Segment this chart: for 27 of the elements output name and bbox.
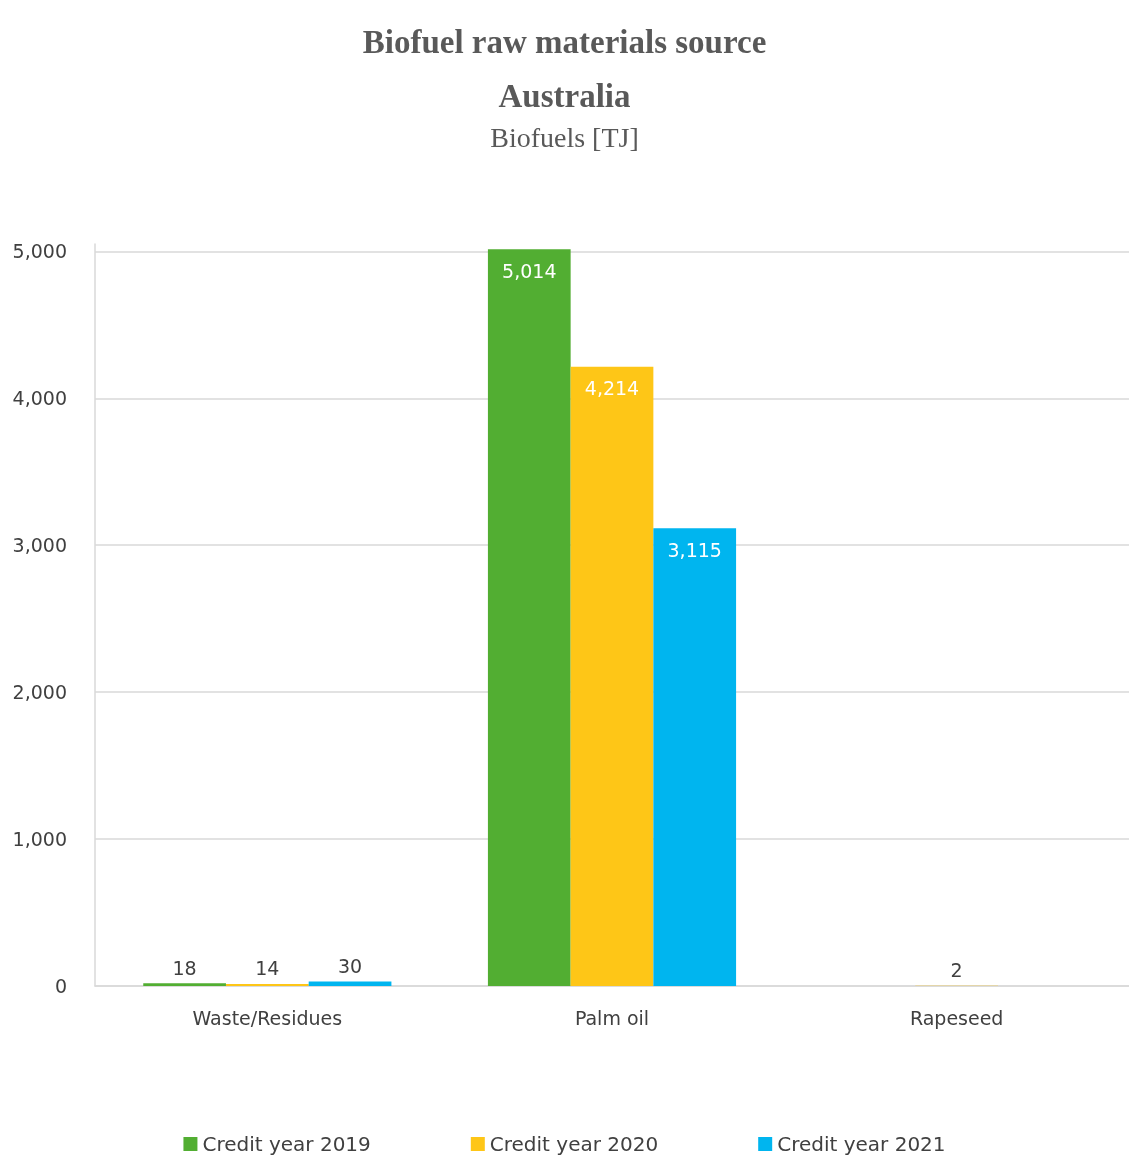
bar [653,528,737,986]
legend-label: Credit year 2020 [489,1132,659,1156]
legend-label: Credit year 2019 [202,1132,371,1156]
chart-subtitle: Biofuels [TJ] [490,121,639,153]
x-tick-label: Rapeseed [909,1006,1004,1029]
bar [225,983,309,986]
x-tick-label: Waste/Residues [192,1006,343,1029]
y-tick-label: 3,000 [12,534,67,557]
y-tick-label: 5,000 [12,240,67,263]
data-label: 4,214 [584,377,640,400]
bar [487,249,571,986]
data-label: 14 [255,957,280,980]
chart-title: Biofuel raw materials source Australia [362,24,767,114]
data-label: 2 [950,959,963,982]
data-label: 30 [337,955,363,978]
y-tick-label: 0 [54,975,67,997]
bar [570,366,654,986]
y-tick-label: 2,000 [12,681,67,704]
bar [308,981,392,986]
data-label: 5,014 [502,259,557,282]
data-label: 18 [172,956,197,979]
x-tick-label: Palm oil [574,1006,650,1029]
y-tick-label: 4,000 [12,387,67,410]
y-tick-label: 1,000 [12,828,67,851]
data-label: 3,115 [667,538,722,561]
bar [143,983,226,986]
legend-label: Credit year 2021 [777,1132,946,1156]
